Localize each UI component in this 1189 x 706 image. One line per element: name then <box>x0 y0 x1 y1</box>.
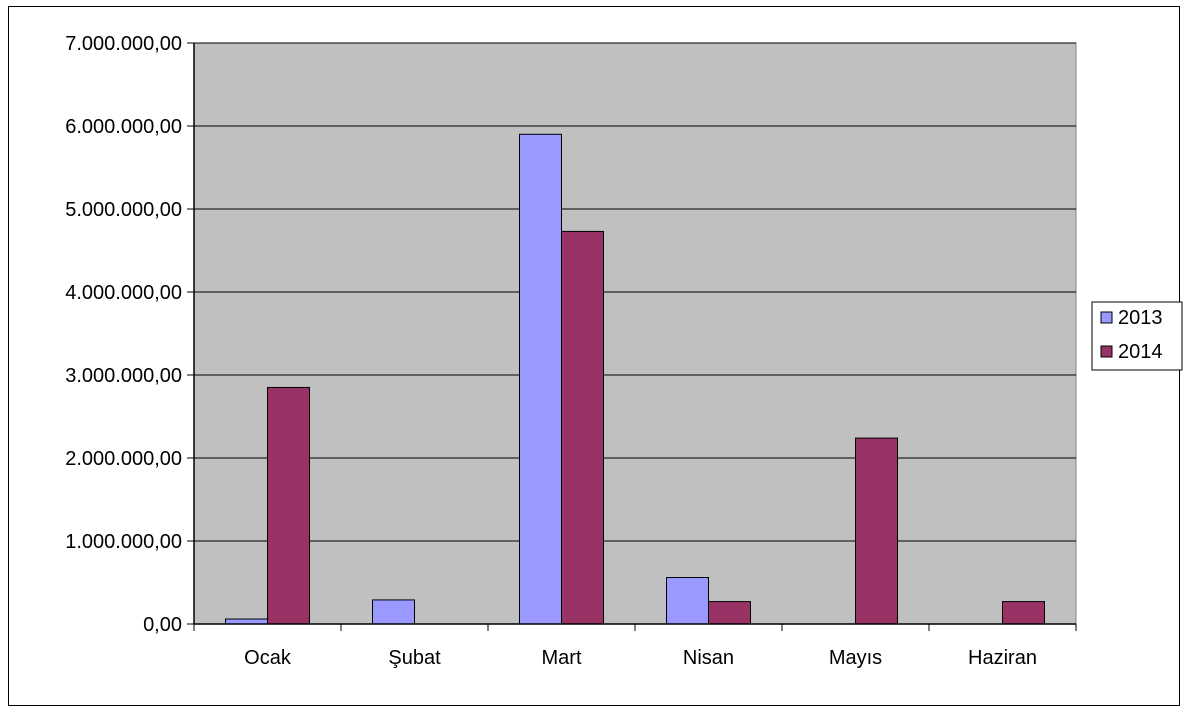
y-tick-label: 4.000.000,00 <box>65 282 182 304</box>
x-tick-label: Mayıs <box>829 647 882 669</box>
legend-swatch-2014 <box>1100 345 1113 358</box>
bar-2014-Haziran <box>1002 601 1045 625</box>
x-axis-ticks: Ocak Şubat Mart Nisan Mayıs Haziran <box>193 624 1077 669</box>
y-tick-label: 3.000.000,00 <box>65 365 182 387</box>
gridlines <box>194 42 1076 542</box>
bar-chart: 0,00 1.000.000,00 2.000.000,00 3.000.000,00… <box>65 33 1183 669</box>
bar-2014-Mayıs <box>855 437 898 625</box>
bar-2013-Nisan <box>666 577 709 625</box>
y-tick-label: 7.000.000,00 <box>65 33 182 55</box>
legend-label-2014: 2014 <box>1118 341 1163 363</box>
bars <box>225 133 1045 625</box>
bar-2014-Nisan <box>708 601 751 625</box>
y-tick-label: 0,00 <box>143 614 182 636</box>
bar-2013-Şubat <box>372 599 415 625</box>
x-tick-label: Ocak <box>244 647 292 669</box>
bar-2013-Mart <box>519 133 562 625</box>
legend-swatch-2013 <box>1100 311 1113 324</box>
bar-2014-Mart <box>561 230 604 625</box>
legend-label-2013: 2013 <box>1118 307 1163 329</box>
y-tick-label: 1.000.000,00 <box>65 531 182 553</box>
x-tick-label: Nisan <box>683 647 734 669</box>
x-tick-label: Mart <box>542 647 582 669</box>
bar-2014-Ocak <box>267 386 310 625</box>
x-tick-label: Haziran <box>968 647 1037 669</box>
y-axis-ticks: 0,00 1.000.000,00 2.000.000,00 3.000.000,00… <box>65 33 194 636</box>
legend: 2013 2014 <box>1091 301 1183 371</box>
y-tick-label: 6.000.000,00 <box>65 116 182 138</box>
y-tick-label: 5.000.000,00 <box>65 199 182 221</box>
plot-area <box>193 42 1077 625</box>
y-tick-label: 2.000.000,00 <box>65 448 182 470</box>
x-tick-label: Şubat <box>388 647 441 669</box>
